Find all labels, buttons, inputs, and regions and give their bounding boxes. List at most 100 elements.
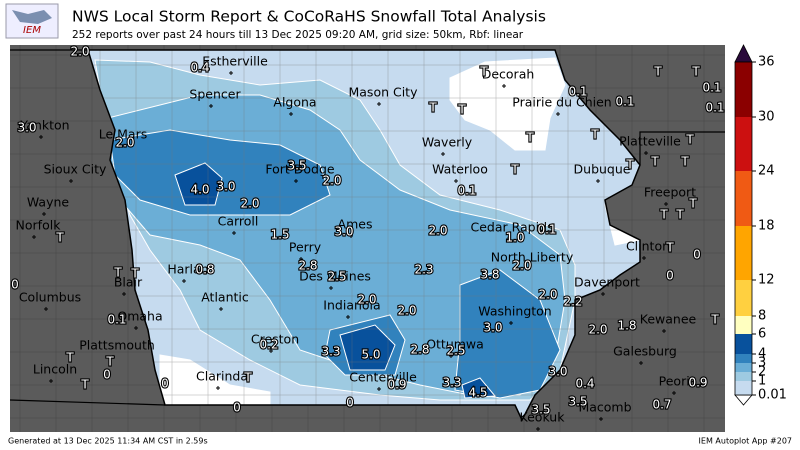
- report-value: 0.4: [190, 61, 209, 75]
- report-value: T: [675, 208, 684, 222]
- report-value: 3.0: [216, 180, 235, 194]
- state-border: [639, 131, 725, 165]
- report-value: 3.5: [287, 159, 306, 173]
- report-value: 0.9: [387, 378, 406, 392]
- colorbar-segment: [735, 334, 752, 354]
- logo: IEM: [5, 3, 59, 39]
- report-value: 5.0: [361, 348, 380, 362]
- report-value: T: [105, 355, 114, 369]
- report-value: 0.1: [107, 313, 126, 327]
- city-label: Omaha: [117, 309, 162, 324]
- colorbar-tick-label: 0.01: [758, 388, 787, 403]
- report-value: T: [688, 197, 697, 211]
- city-label: Perry: [289, 240, 322, 255]
- city-label: Blair: [114, 275, 143, 290]
- report-value: 3.5: [531, 403, 550, 417]
- colorbar-over: [734, 44, 753, 63]
- report-value: 2.3: [414, 263, 433, 277]
- colorbar-frame: [734, 61, 753, 396]
- report-value: T: [653, 65, 662, 79]
- city-label: Spencer: [189, 87, 241, 102]
- report-value: 3.0: [548, 365, 567, 379]
- report-value: 3.0: [334, 225, 353, 239]
- city-label: Freeport: [644, 185, 696, 200]
- report-value: 0.1: [705, 101, 724, 115]
- iowa-border: [86, 49, 641, 422]
- colorbar-tick-label: 6: [758, 327, 766, 342]
- city-label: Clinton: [626, 239, 670, 254]
- city-label: Norfolk: [16, 218, 62, 233]
- city-label: Sioux City: [44, 162, 107, 177]
- city-label: Atlantic: [201, 290, 249, 305]
- colorbar-segment: [735, 280, 752, 316]
- colorbar-tick-label: 36: [758, 55, 775, 70]
- report-value: T: [659, 208, 668, 222]
- colorbar-segment: [735, 363, 752, 372]
- report-value: T: [55, 231, 64, 245]
- report-value: 0: [161, 377, 169, 391]
- iowa-analysis: [88, 50, 640, 420]
- report-value: 0: [666, 269, 674, 283]
- city-label: Peoria: [659, 374, 698, 389]
- report-value: T: [691, 65, 700, 79]
- report-value: T: [590, 128, 599, 142]
- city-label: Plattsmouth: [79, 338, 155, 353]
- map: Estherville Spencer Algona Mason City Decora…: [10, 45, 725, 432]
- city-label: Cedar Rapids: [470, 220, 553, 235]
- city-label: Davenport: [574, 275, 640, 290]
- city-label: Wayne: [27, 195, 70, 210]
- report-value: T: [650, 155, 659, 169]
- report-value: T: [479, 65, 488, 79]
- city-label: Platteville: [619, 134, 681, 149]
- footer-left: Generated at 13 Dec 2025 11:34 AM CST in…: [8, 437, 208, 446]
- report-value: T: [457, 103, 466, 117]
- report-value: 0.1: [537, 223, 556, 237]
- city-label: Yankton: [19, 118, 69, 133]
- report-value: T: [525, 131, 534, 145]
- colorbar-segment: [735, 226, 752, 280]
- report-value: 1.5: [270, 228, 289, 242]
- report-value: T: [65, 351, 74, 365]
- city-label: Waverly: [422, 135, 473, 150]
- city-label: Ames: [338, 217, 373, 232]
- city-label: Indianola: [323, 298, 380, 313]
- city-label: Ottumwa: [426, 337, 484, 352]
- report-value: 2.8: [298, 259, 317, 273]
- report-value: T: [685, 133, 694, 147]
- city-label: Algona: [273, 95, 316, 110]
- report-value: 0.4: [575, 377, 594, 391]
- report-value: T: [625, 158, 634, 172]
- logo-text: IEM: [23, 25, 41, 36]
- city-label: Galesburg: [613, 344, 677, 359]
- report-value: 3.8: [480, 268, 499, 282]
- city-label: Prairie du Chien: [512, 95, 611, 110]
- colorbar-tick-label: 2: [758, 365, 766, 380]
- report-value: 3.5: [568, 395, 587, 409]
- report-value: T: [428, 101, 437, 115]
- report-value: 3.3: [442, 376, 461, 390]
- report-value: T: [710, 313, 719, 327]
- colorbar-tick-label: 4: [758, 347, 766, 362]
- report-value: 0: [693, 248, 701, 262]
- colorbar-segment: [735, 117, 752, 171]
- colorbar-segment: [735, 62, 752, 117]
- subtitle: 252 reports over past 24 hours till 13 D…: [72, 29, 524, 41]
- report-value: 4.5: [468, 386, 487, 400]
- report-value: 2.0: [538, 288, 557, 302]
- report-value: T: [680, 155, 689, 169]
- report-value: 2.8: [410, 343, 429, 357]
- report-value: 0: [103, 368, 111, 382]
- report-value: 0.1: [702, 81, 721, 95]
- report-value: 0.1: [568, 85, 587, 99]
- city-label: Decorah: [482, 67, 535, 82]
- report-value: 3.0: [17, 121, 36, 135]
- colorbar-segment: [735, 372, 752, 381]
- city-label: Lincoln: [33, 362, 77, 377]
- report-value: 2.2: [563, 295, 582, 309]
- colorbar-segment: [735, 316, 752, 334]
- report-value: T: [665, 241, 674, 255]
- city-label: Estherville: [202, 54, 268, 69]
